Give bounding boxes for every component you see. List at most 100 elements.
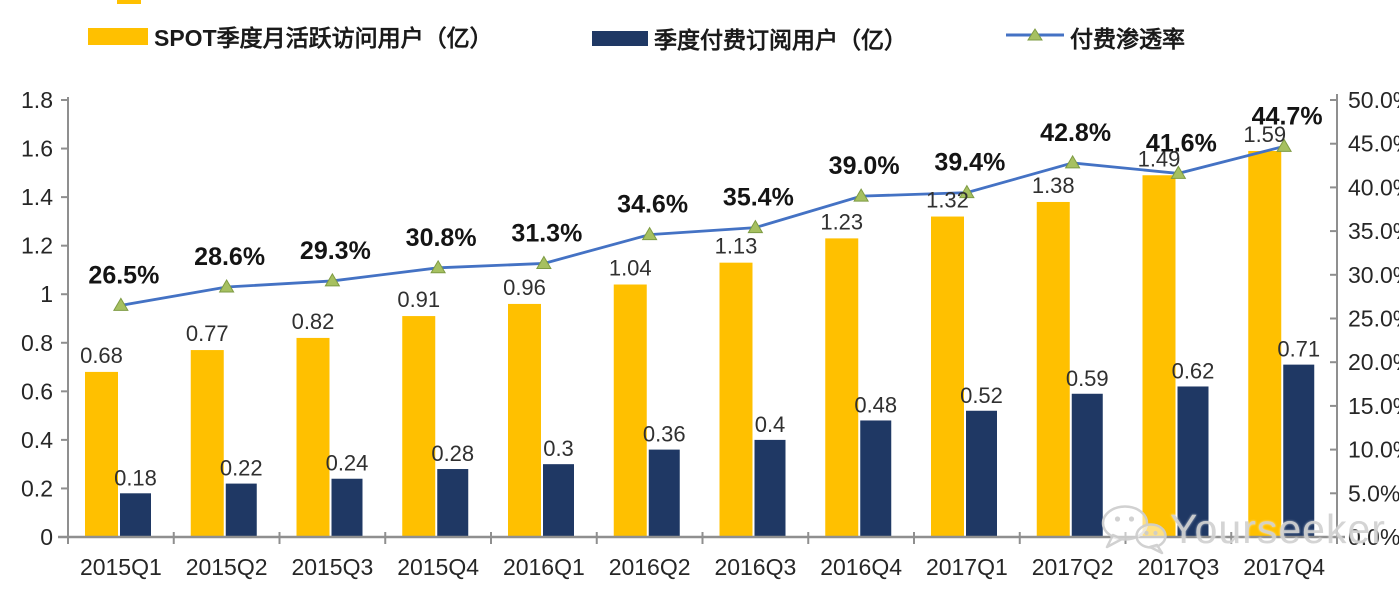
- mau-value-label: 0.91: [397, 287, 440, 312]
- penetration-marker-2016Q3: [747, 219, 764, 234]
- legend-label-penetration: 付费渗透率: [1070, 26, 1185, 52]
- left-axis-tick-label: 1: [40, 281, 53, 307]
- mau-bar-2016Q3: [719, 262, 753, 537]
- penetration-value-label: 30.8%: [406, 224, 477, 252]
- mau-bar-2015Q2: [190, 350, 224, 537]
- penetration-value-label: 42.8%: [1040, 119, 1111, 147]
- penetration-value-label: 39.4%: [934, 149, 1005, 177]
- penetration-value-label: 34.6%: [617, 191, 688, 219]
- penetration-value-label: 26.5%: [88, 261, 159, 289]
- penetration-marker-2016Q2: [641, 226, 658, 241]
- subscribers-bar-2015Q1: [120, 493, 151, 537]
- penetration-marker-2017Q2: [1064, 154, 1081, 169]
- subscribers-value-label: 0.3: [543, 436, 574, 461]
- subscribers-value-label: 0.36: [643, 422, 686, 447]
- x-category-label: 2016Q3: [714, 554, 796, 580]
- right-axis-tick-label: 50.0%: [1348, 87, 1399, 113]
- left-axis-tick-label: 1.2: [21, 233, 53, 259]
- x-category-label: 2017Q2: [1032, 554, 1114, 580]
- top-crop-artifact: [117, 0, 141, 4]
- subscribers-bar-2016Q2: [648, 449, 680, 537]
- mau-bar-2016Q2: [613, 284, 647, 537]
- x-category-label: 2016Q1: [503, 554, 585, 580]
- penetration-value-label: 44.7%: [1252, 102, 1323, 130]
- penetration-value-label: 39.0%: [829, 152, 900, 180]
- penetration-value-label: 31.3%: [511, 219, 582, 247]
- penetration-marker-2017Q4: [1276, 138, 1293, 152]
- mau-bar-2017Q1: [931, 216, 964, 538]
- left-axis-tick-label: 0: [40, 524, 53, 550]
- chart-legend: SPOT季度月活跃访问用户（亿） 季度付费订阅用户（亿） 付费渗透率: [0, 0, 1399, 60]
- subscribers-value-label: 0.52: [960, 383, 1003, 408]
- mau-bar-2017Q3: [1142, 175, 1176, 537]
- penetration-value-label: 28.6%: [194, 243, 265, 271]
- x-category-label: 2016Q2: [609, 554, 691, 580]
- x-category-label: 2015Q2: [186, 554, 268, 580]
- left-axis-tick-label: 1.8: [21, 87, 53, 113]
- legend-item-mau: SPOT季度月活跃访问用户（亿）: [88, 19, 493, 53]
- subscribers-bar-2015Q3: [331, 478, 363, 537]
- penetration-marker-2016Q1: [536, 255, 552, 269]
- x-category-label: 2017Q1: [926, 554, 1008, 580]
- penetration-line: [120, 144, 1285, 307]
- x-category-label: 2015Q1: [80, 554, 162, 580]
- mau-value-label: 1.49: [1138, 146, 1181, 171]
- subscribers-bar-2016Q1: [543, 464, 574, 537]
- subscribers-bar-2016Q3: [754, 439, 786, 537]
- subscribers-bar-2015Q4: [437, 469, 469, 537]
- mau-bar-2015Q3: [296, 337, 330, 537]
- legend-label-subscribers: 季度付费订阅用户（亿）: [654, 27, 907, 53]
- right-axis-tick-label: 10.0%: [1348, 437, 1399, 463]
- mau-value-label: 1.13: [715, 234, 758, 259]
- left-axis-tick-label: 1.4: [21, 184, 53, 210]
- subscribers-bar-2017Q4: [1283, 364, 1315, 537]
- left-axis-tick-label: 0.2: [21, 475, 53, 501]
- subscribers-value-label: 0.48: [854, 392, 897, 417]
- subscribers-bar-swatch: [592, 30, 648, 46]
- mau-bar-2016Q4: [825, 238, 859, 537]
- mau-bar-2015Q1: [85, 371, 118, 537]
- x-category-label: 2016Q4: [820, 554, 902, 580]
- x-category-label: 2017Q3: [1137, 554, 1219, 580]
- subscribers-bar-2015Q2: [225, 483, 257, 537]
- subscribers-bar-2017Q1: [966, 410, 997, 537]
- penetration-value-label: 41.6%: [1146, 129, 1217, 157]
- left-axis-tick-label: 0.8: [21, 330, 53, 356]
- legend-item-penetration: 付费渗透率: [1006, 20, 1185, 54]
- subscribers-value-label: 0.4: [755, 412, 786, 437]
- right-axis-tick-label: 45.0%: [1348, 131, 1399, 157]
- right-axis-tick-label: 5.0%: [1348, 480, 1399, 506]
- left-axis-tick-label: 0.4: [21, 427, 53, 453]
- right-axis-tick-label: 40.0%: [1348, 174, 1399, 200]
- mau-bar-2016Q1: [508, 303, 541, 537]
- penetration-value-label: 29.3%: [300, 237, 371, 265]
- penetration-marker-2017Q1: [959, 184, 975, 199]
- x-category-label: 2015Q4: [397, 554, 479, 580]
- mau-bar-2015Q4: [402, 316, 436, 537]
- mau-value-label: 1.32: [926, 188, 969, 213]
- subscribers-bar-2016Q4: [860, 420, 892, 537]
- subscribers-value-label: 0.24: [326, 451, 369, 476]
- mau-value-label: 0.68: [80, 343, 123, 368]
- mau-bar-2017Q4: [1248, 150, 1282, 537]
- subscribers-bar-2017Q2: [1071, 393, 1103, 537]
- legend-label-mau: SPOT季度月活跃访问用户（亿）: [154, 25, 493, 51]
- penetration-marker-2016Q4: [853, 188, 869, 202]
- right-axis-tick-label: 20.0%: [1348, 349, 1399, 375]
- x-category-label: 2017Q4: [1243, 554, 1325, 580]
- subscribers-value-label: 0.28: [431, 441, 474, 466]
- penetration-marker-2015Q3: [324, 272, 341, 287]
- left-axis-tick-label: 1.6: [21, 136, 53, 162]
- subscribers-value-label: 0.22: [220, 456, 263, 481]
- mau-value-label: 1.04: [609, 256, 652, 281]
- left-axis-tick-label: 0.6: [21, 378, 53, 404]
- mau-value-label: 1.59: [1243, 122, 1286, 147]
- penetration-marker-2017Q3: [1170, 165, 1187, 179]
- right-axis-tick-label: 25.0%: [1348, 306, 1399, 332]
- mau-value-label: 0.82: [292, 309, 335, 334]
- mau-value-label: 0.77: [186, 321, 229, 346]
- right-axis-tick-label: 15.0%: [1348, 393, 1399, 419]
- right-axis-tick-label: 0.0%: [1348, 524, 1399, 550]
